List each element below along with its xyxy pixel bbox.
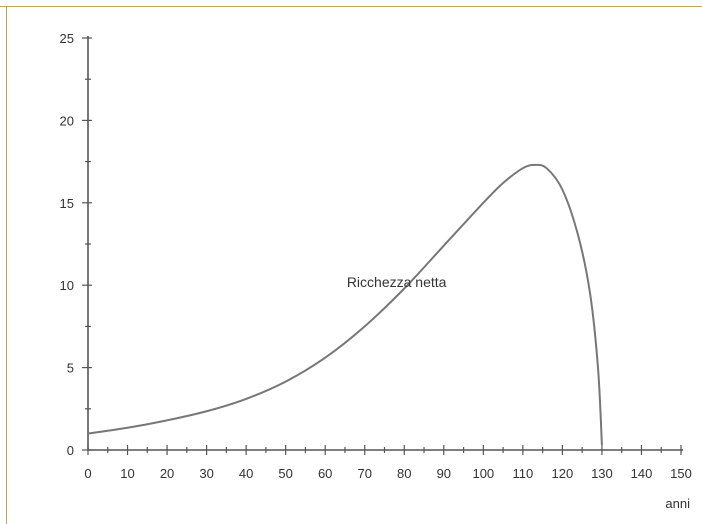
x-tick-label: 20 xyxy=(160,466,174,481)
x-tick-label: 30 xyxy=(199,466,213,481)
x-tick-label: 60 xyxy=(318,466,332,481)
x-tick-label: 130 xyxy=(591,466,613,481)
x-tick-label: 100 xyxy=(472,466,494,481)
series-group xyxy=(87,163,603,446)
x-tick-label: 70 xyxy=(357,466,371,481)
y-tick-label: 20 xyxy=(60,113,74,128)
axis-tick-labels: 0 10 20 30 40 50 60 70 80 90 100 110 120 130 140 150 0 5 1… xyxy=(60,31,692,481)
x-tick-label: 40 xyxy=(239,466,253,481)
axes xyxy=(87,36,683,451)
frame-border-left xyxy=(6,6,7,524)
x-tick-label: 0 xyxy=(84,466,91,481)
y-tick-label: 15 xyxy=(60,196,74,211)
x-tick-label: 120 xyxy=(552,466,574,481)
frame-border-top xyxy=(0,6,702,7)
y-tick-label: 25 xyxy=(60,31,74,46)
x-tick-label: 10 xyxy=(120,466,134,481)
x-tick-label: 50 xyxy=(278,466,292,481)
y-tick-label: 0 xyxy=(67,443,74,458)
x-tick-label: 90 xyxy=(437,466,451,481)
x-tick-label: 150 xyxy=(670,466,692,481)
x-tick-label: 80 xyxy=(397,466,411,481)
y-tick-label: 5 xyxy=(67,361,74,376)
axis-ticks xyxy=(82,37,682,455)
x-tick-label: 110 xyxy=(512,466,533,481)
x-axis-label: anni xyxy=(665,496,690,511)
series-line-ricchezza-netta xyxy=(87,163,603,446)
x-tick-label: 140 xyxy=(631,466,653,481)
annotation-ricchezza-netta: Ricchezza netta xyxy=(347,274,447,290)
y-tick-label: 10 xyxy=(60,278,74,293)
